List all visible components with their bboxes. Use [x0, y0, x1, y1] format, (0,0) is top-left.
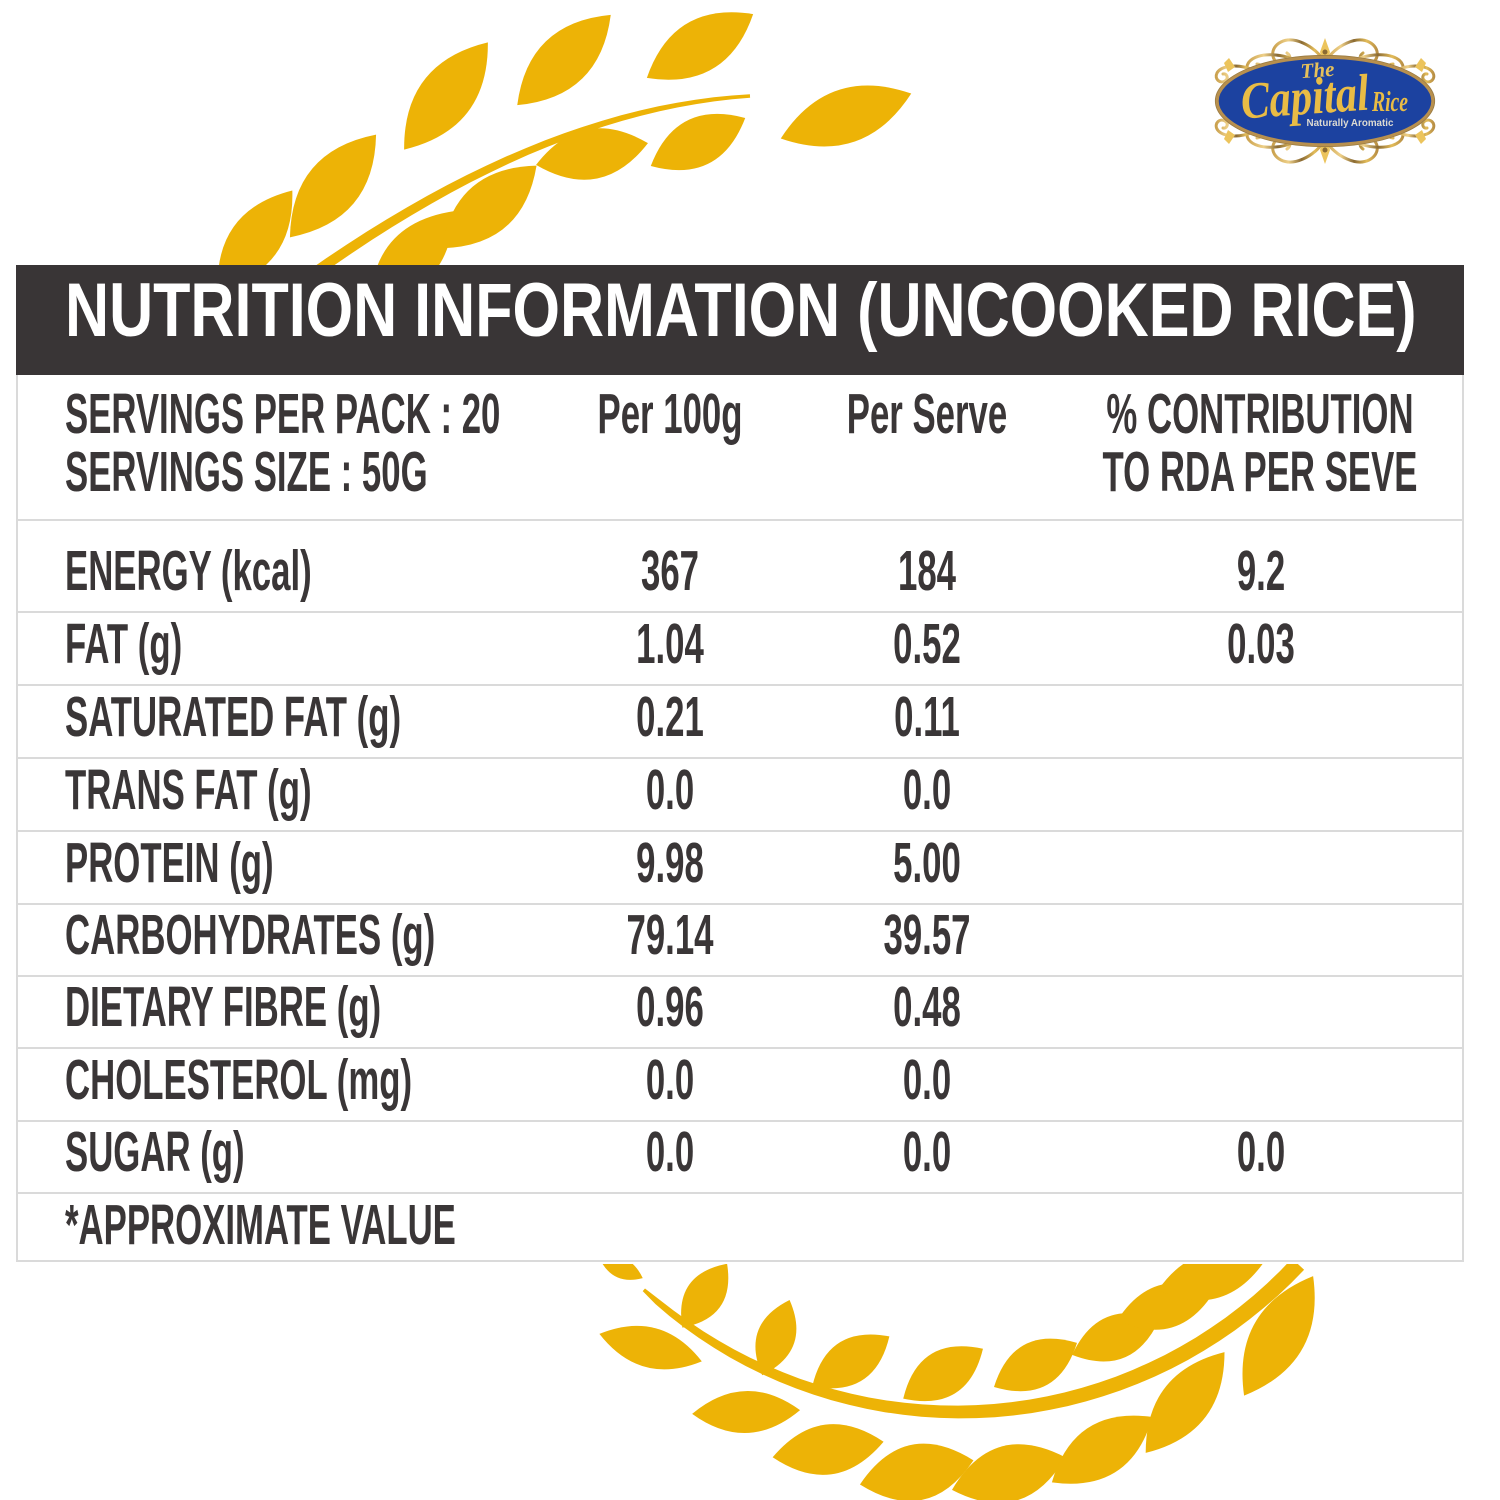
- svg-text:The: The: [1300, 57, 1335, 83]
- svg-text:Rice: Rice: [1371, 87, 1408, 118]
- svg-text:Naturally Aromatic: Naturally Aromatic: [1307, 117, 1394, 129]
- svg-text:Capital: Capital: [1239, 65, 1371, 131]
